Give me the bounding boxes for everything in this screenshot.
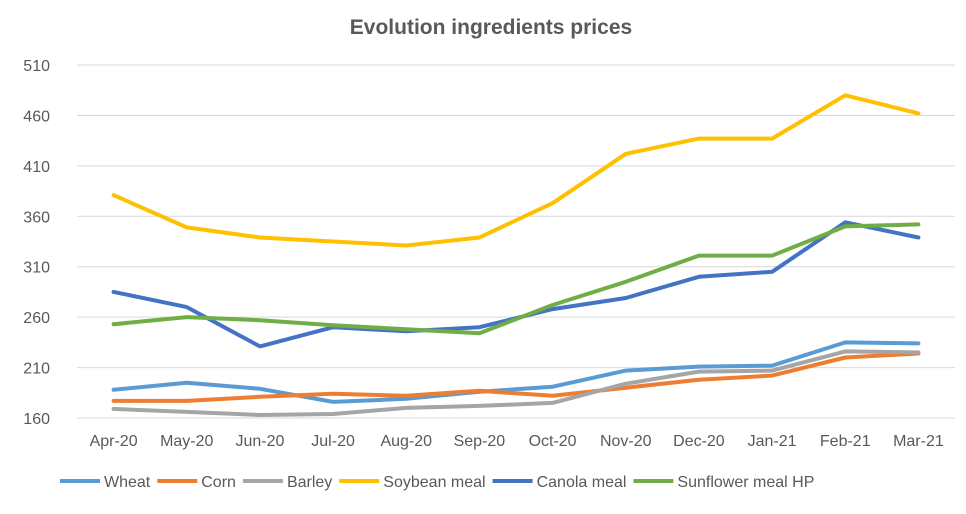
legend-label-corn: Corn xyxy=(201,474,236,491)
y-tick-label: 460 xyxy=(23,108,50,125)
x-tick-label: Nov-20 xyxy=(600,433,652,450)
y-tick-label: 360 xyxy=(23,209,50,226)
legend-label-canola-meal: Canola meal xyxy=(537,474,627,491)
gridlines xyxy=(77,64,955,419)
chart-title: Evolution ingredients prices xyxy=(350,16,632,39)
series-lines xyxy=(111,93,921,417)
x-tick-label: Sep-20 xyxy=(454,433,506,450)
x-tick-label: Mar-21 xyxy=(893,433,944,450)
series-line-soybean-meal xyxy=(111,93,921,248)
legend-label-wheat: Wheat xyxy=(104,474,151,491)
y-tick-label: 160 xyxy=(23,411,50,428)
series-line-sunflower-meal-hp xyxy=(111,222,921,336)
y-tick-label: 410 xyxy=(23,159,50,176)
x-axis-ticks: Apr-20 May-20 Jun-20 Jul-20 Aug-20 Sep-20 Oct-… xyxy=(90,433,944,450)
x-tick-label: Jan-21 xyxy=(748,433,797,450)
y-axis-ticks: 160 210 260 310 360 410 460 510 xyxy=(23,58,50,428)
y-tick-label: 260 xyxy=(23,310,50,327)
y-tick-label: 510 xyxy=(23,58,50,75)
series-line-corn xyxy=(111,351,921,403)
y-tick-label: 310 xyxy=(23,260,50,277)
x-tick-label: Aug-20 xyxy=(380,433,432,450)
x-tick-label: Jun-20 xyxy=(235,433,284,450)
x-tick-label: Apr-20 xyxy=(90,433,138,450)
y-tick-label: 210 xyxy=(23,361,50,378)
series-line-canola-meal xyxy=(111,220,921,349)
legend-label-barley: Barley xyxy=(287,474,332,491)
legend-label-soybean-meal: Soybean meal xyxy=(383,474,485,491)
x-tick-label: Jul-20 xyxy=(311,433,355,450)
legend-label-sunflower-meal-hp: Sunflower meal HP xyxy=(677,474,814,491)
x-tick-label: Feb-21 xyxy=(820,433,871,450)
x-tick-label: Oct-20 xyxy=(529,433,577,450)
x-tick-label: Dec-20 xyxy=(673,433,725,450)
series-line-wheat xyxy=(111,340,921,404)
series-line-barley xyxy=(111,349,921,417)
x-tick-label: May-20 xyxy=(160,433,213,450)
legend: Wheat Corn Barley Soybean meal Canola meal Su… xyxy=(60,474,814,491)
